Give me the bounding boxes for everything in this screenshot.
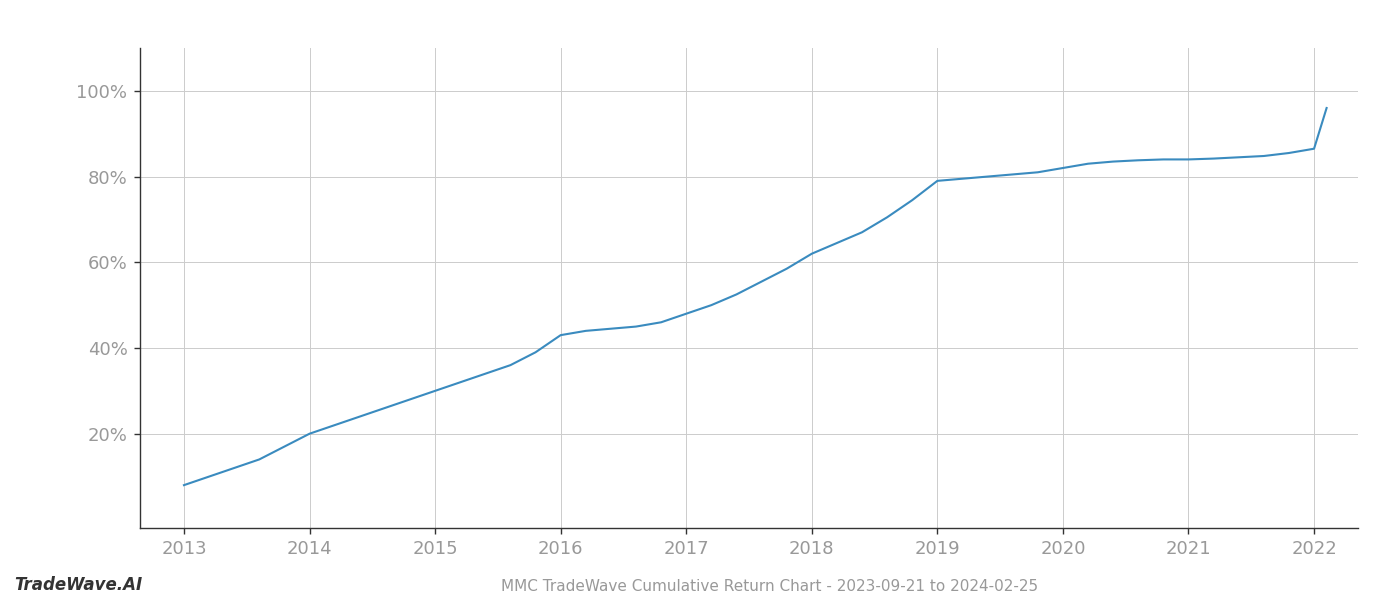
Text: TradeWave.AI: TradeWave.AI	[14, 576, 143, 594]
Text: MMC TradeWave Cumulative Return Chart - 2023-09-21 to 2024-02-25: MMC TradeWave Cumulative Return Chart - …	[501, 579, 1039, 594]
